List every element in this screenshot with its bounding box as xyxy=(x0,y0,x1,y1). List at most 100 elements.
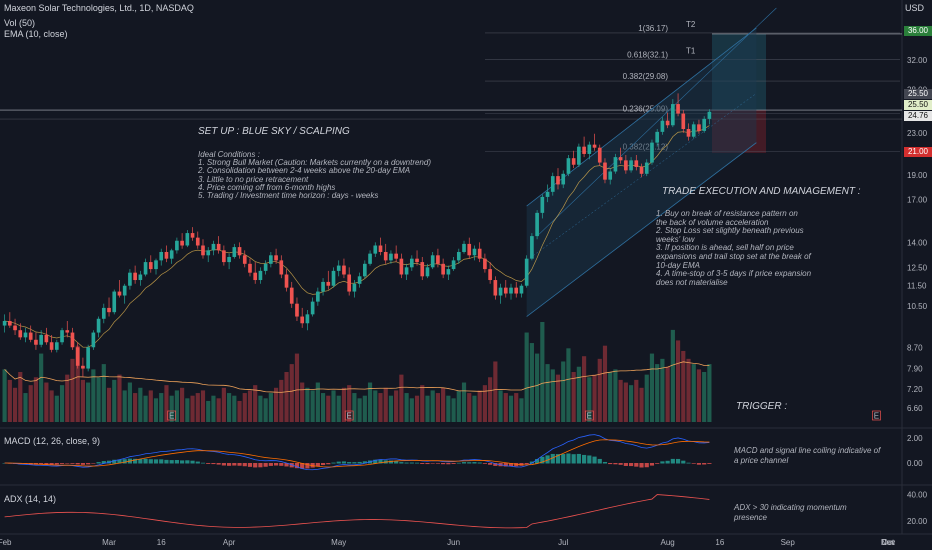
price-tick-9: 10.50 xyxy=(907,302,928,311)
volume-bar xyxy=(550,369,555,422)
setup-line-4: 4. Price coming off from 6-month highs xyxy=(198,182,336,192)
volume-bar xyxy=(435,393,441,422)
volume-bar xyxy=(227,393,232,422)
macd-label[interactable]: MACD (12, 26, close, 9) xyxy=(4,436,101,446)
candle-body xyxy=(154,260,158,270)
macd-histogram-bar xyxy=(242,463,247,467)
volume-bar xyxy=(242,393,247,422)
macd-histogram-bar xyxy=(294,463,300,469)
candle-body xyxy=(425,267,430,277)
candle-body xyxy=(660,120,665,132)
execution-title: TRADE EXECUTION AND MANAGEMENT : xyxy=(662,186,861,197)
profit-zone xyxy=(712,33,766,111)
vol-legend[interactable]: Vol (50) xyxy=(4,18,36,28)
macd-histogram-bar xyxy=(660,461,665,464)
candle-body xyxy=(404,267,409,275)
candle-body xyxy=(54,342,59,350)
volume-bar xyxy=(190,395,195,422)
macd-histogram-bar xyxy=(535,459,540,464)
channel-lower-line xyxy=(526,142,757,317)
macd-tick-2: 0.00 xyxy=(907,459,923,468)
volume-bar xyxy=(446,395,451,422)
macd-histogram-bar xyxy=(315,463,320,467)
macd-histogram-bar xyxy=(341,461,347,464)
candle-body xyxy=(258,270,263,281)
candle-body xyxy=(133,272,137,281)
time-label-8: Aug xyxy=(661,538,675,547)
macd-histogram-bar xyxy=(253,463,258,468)
macd-histogram-bar xyxy=(122,459,127,464)
macd-histogram-bar xyxy=(148,459,153,464)
candle-body xyxy=(242,255,247,264)
ema-price-badge: 24.76 xyxy=(904,111,932,121)
volume-bar xyxy=(665,366,670,422)
macd-histogram-bar xyxy=(169,460,174,464)
macd-histogram-bar xyxy=(493,463,498,466)
candle-body xyxy=(644,162,649,174)
candle-body xyxy=(629,160,633,171)
volume-bar xyxy=(675,340,681,422)
macd-histogram-bar xyxy=(112,459,117,464)
macd-histogram-bar xyxy=(608,463,613,465)
macd-histogram-bar xyxy=(164,459,169,464)
volume-bar xyxy=(691,364,696,422)
volume-bar xyxy=(326,395,331,422)
macd-histogram-bar xyxy=(576,453,581,464)
macd-histogram-bar xyxy=(623,463,628,466)
macd-histogram-bar xyxy=(159,459,164,464)
volume-bar xyxy=(237,400,242,422)
volume-bar xyxy=(65,374,70,422)
volume-bar xyxy=(153,398,159,422)
volume-bar xyxy=(519,398,524,422)
candle-body xyxy=(18,330,23,338)
candle-body xyxy=(556,176,560,185)
candle-body xyxy=(101,307,106,319)
candle-body xyxy=(96,318,101,333)
macd-histogram-bar xyxy=(399,462,404,464)
macd-histogram-bar xyxy=(258,463,263,468)
volume-bar xyxy=(561,361,566,422)
volume-bar xyxy=(253,385,258,422)
volume-bar xyxy=(472,395,477,422)
volume-bar xyxy=(644,374,649,422)
volume-bar xyxy=(180,387,185,422)
candle-body xyxy=(441,263,445,275)
earnings-marker-label-2: E xyxy=(346,412,351,421)
candle-body xyxy=(175,240,179,251)
candle-body xyxy=(206,250,211,256)
candle-body xyxy=(143,262,148,275)
execution-line-8: 4. A time-stop of 3-5 days if price expa… xyxy=(656,269,812,279)
macd-histogram-bar xyxy=(206,463,211,464)
candle-body xyxy=(138,274,143,281)
adx-tick-2: 20.00 xyxy=(907,517,928,526)
volume-bar xyxy=(232,395,237,422)
macd-histogram-bar xyxy=(44,463,49,465)
macd-histogram-bar xyxy=(279,463,284,466)
adx-label[interactable]: ADX (14, 14) xyxy=(4,494,57,504)
ema-legend[interactable]: EMA (10, close) xyxy=(4,29,68,39)
currency-label: USD xyxy=(905,3,925,13)
volume-bar xyxy=(524,332,529,422)
macd-histogram-bar xyxy=(696,463,702,465)
candle-body xyxy=(44,334,49,343)
volume-bar xyxy=(702,372,707,422)
volume-bar xyxy=(127,382,132,422)
candle-body xyxy=(269,255,273,264)
macd-histogram-bar xyxy=(373,459,378,464)
candle-body xyxy=(561,173,566,185)
candle-body xyxy=(289,287,294,304)
candle-body xyxy=(211,243,216,251)
macd-histogram-bar xyxy=(555,454,561,464)
candle-body xyxy=(493,280,498,296)
macd-histogram-bar xyxy=(185,460,190,464)
candle-body xyxy=(415,258,419,263)
candle-body xyxy=(75,347,80,366)
macd-histogram-bar xyxy=(566,453,571,464)
volume-bar xyxy=(106,387,112,422)
macd-histogram-bar xyxy=(524,463,529,465)
candle-body xyxy=(300,316,305,324)
candle-body xyxy=(347,274,351,292)
candle-body xyxy=(295,303,299,317)
volume-bar xyxy=(39,353,44,422)
